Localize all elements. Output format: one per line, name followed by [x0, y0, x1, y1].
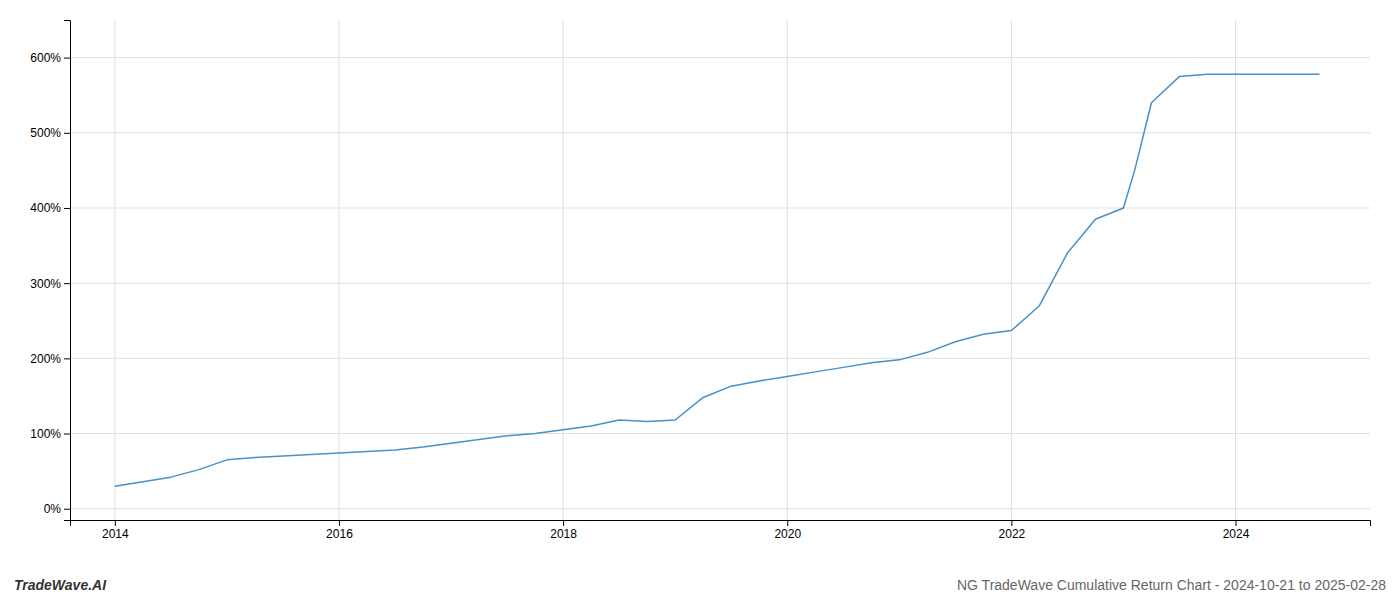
- x-tick-label: 2016: [326, 527, 353, 541]
- y-tick: 0%: [44, 502, 70, 516]
- y-tick-mark: [64, 434, 70, 435]
- grid-line-x: [1011, 20, 1012, 520]
- y-tick-mark: [64, 509, 70, 510]
- x-tick: 2024: [1223, 520, 1250, 541]
- grid-line-x: [338, 20, 339, 520]
- x-tick-mark: [115, 520, 116, 526]
- y-tick-label: 200%: [30, 352, 61, 366]
- y-tick: 300%: [30, 276, 70, 290]
- y-tick: 500%: [30, 126, 70, 140]
- y-tick-mark: [64, 133, 70, 134]
- footer-left: TradeWave.AI: [14, 577, 107, 593]
- x-tick-mark: [563, 520, 564, 526]
- y-tick-label: 600%: [30, 51, 61, 65]
- x-tick-mark: [339, 520, 340, 526]
- grid-line-x: [563, 20, 564, 520]
- y-tick-mark: [64, 358, 70, 359]
- x-tick: 2016: [326, 520, 353, 541]
- footer-right: NG TradeWave Cumulative Return Chart - 2…: [957, 577, 1386, 593]
- y-tick: 200%: [30, 352, 70, 366]
- grid-line-y: [70, 132, 1370, 133]
- line: [115, 74, 1320, 486]
- x-tick-label: 2014: [102, 527, 129, 541]
- grid-line-y: [70, 508, 1370, 509]
- y-tick: 100%: [30, 427, 70, 441]
- grid-line-x: [114, 20, 115, 520]
- y-tick-label: 400%: [30, 201, 61, 215]
- x-tick-label: 2020: [774, 527, 801, 541]
- grid-line-y: [70, 283, 1370, 284]
- grid-line-y: [70, 358, 1370, 359]
- x-tick-mark: [787, 520, 788, 526]
- grid-line-y: [70, 57, 1370, 58]
- x-tick-label: 2022: [999, 527, 1026, 541]
- x-tick-mark: [1236, 520, 1237, 526]
- x-axis: 2014 2016 2018 2020 2022 2024: [71, 520, 1371, 541]
- y-tick-label: 500%: [30, 126, 61, 140]
- grid-line-y: [70, 207, 1370, 208]
- grid: [70, 20, 1370, 520]
- y-tick: 600%: [30, 51, 70, 65]
- y-tick-label: 300%: [30, 276, 61, 290]
- x-axis-line: [71, 521, 1371, 527]
- x-tick: 2018: [550, 520, 577, 541]
- x-tick: 2014: [102, 520, 129, 541]
- y-tick-mark: [64, 208, 70, 209]
- y-tick-label: 0%: [44, 502, 62, 516]
- y-tick-mark: [64, 283, 70, 284]
- y-tick-mark: [64, 58, 70, 59]
- x-tick-label: 2024: [1223, 527, 1250, 541]
- y-axis: 0% 100% 200% 300% 400% 500% 600%: [30, 21, 70, 521]
- grid-line-x: [1235, 20, 1236, 520]
- x-tick: 2022: [999, 520, 1026, 541]
- marks: [115, 74, 1320, 486]
- plot: 2014 2016 2018 2020 2022 2024 0% 100% 200% 300% 40…: [30, 20, 1370, 541]
- y-tick: 400%: [30, 201, 70, 215]
- chart: 2014 2016 2018 2020 2022 2024 0% 100% 200% 300% 40…: [0, 0, 1400, 600]
- x-tick: 2020: [774, 520, 801, 541]
- x-tick-mark: [1011, 520, 1012, 526]
- x-tick-label: 2018: [550, 527, 577, 541]
- grid-line-y: [70, 433, 1370, 434]
- y-axis-line: [64, 21, 71, 521]
- y-tick-label: 100%: [30, 427, 61, 441]
- grid-line-x: [787, 20, 788, 520]
